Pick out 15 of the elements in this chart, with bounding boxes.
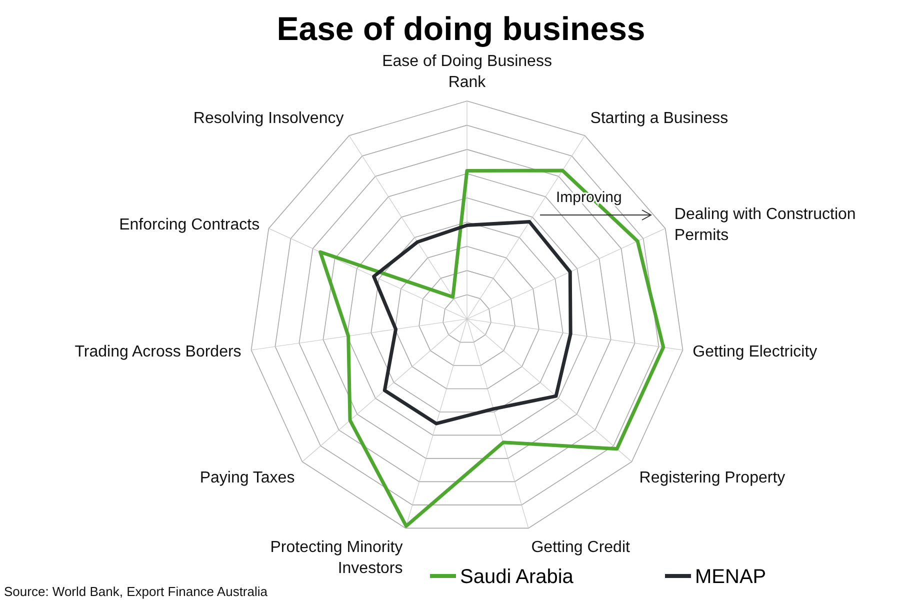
spoke-label: Ease of Doing Business Rank	[382, 53, 552, 91]
spoke-label: Enforcing Contracts	[119, 216, 260, 234]
spoke-label: Dealing with Construction Permits	[674, 206, 856, 244]
spoke-label: Resolving Insolvency	[193, 110, 344, 128]
spoke-label: Getting Credit	[531, 538, 630, 556]
legend-label: Saudi Arabia	[460, 566, 574, 588]
legend-label: MENAP	[695, 566, 766, 588]
spoke-label: Paying Taxes	[200, 469, 295, 486]
spoke-label: Protecting Minority Investors	[270, 538, 403, 577]
spoke-label: Starting a Business	[590, 110, 728, 128]
spoke-label: Registering Property	[639, 469, 786, 486]
spoke-label: Trading Across Borders	[74, 343, 242, 360]
spoke-label: Getting Electricity	[692, 343, 818, 360]
chart-title: Ease of doing business	[276, 10, 646, 47]
source-note: Source: World Bank, Export Finance Australia	[4, 584, 268, 599]
